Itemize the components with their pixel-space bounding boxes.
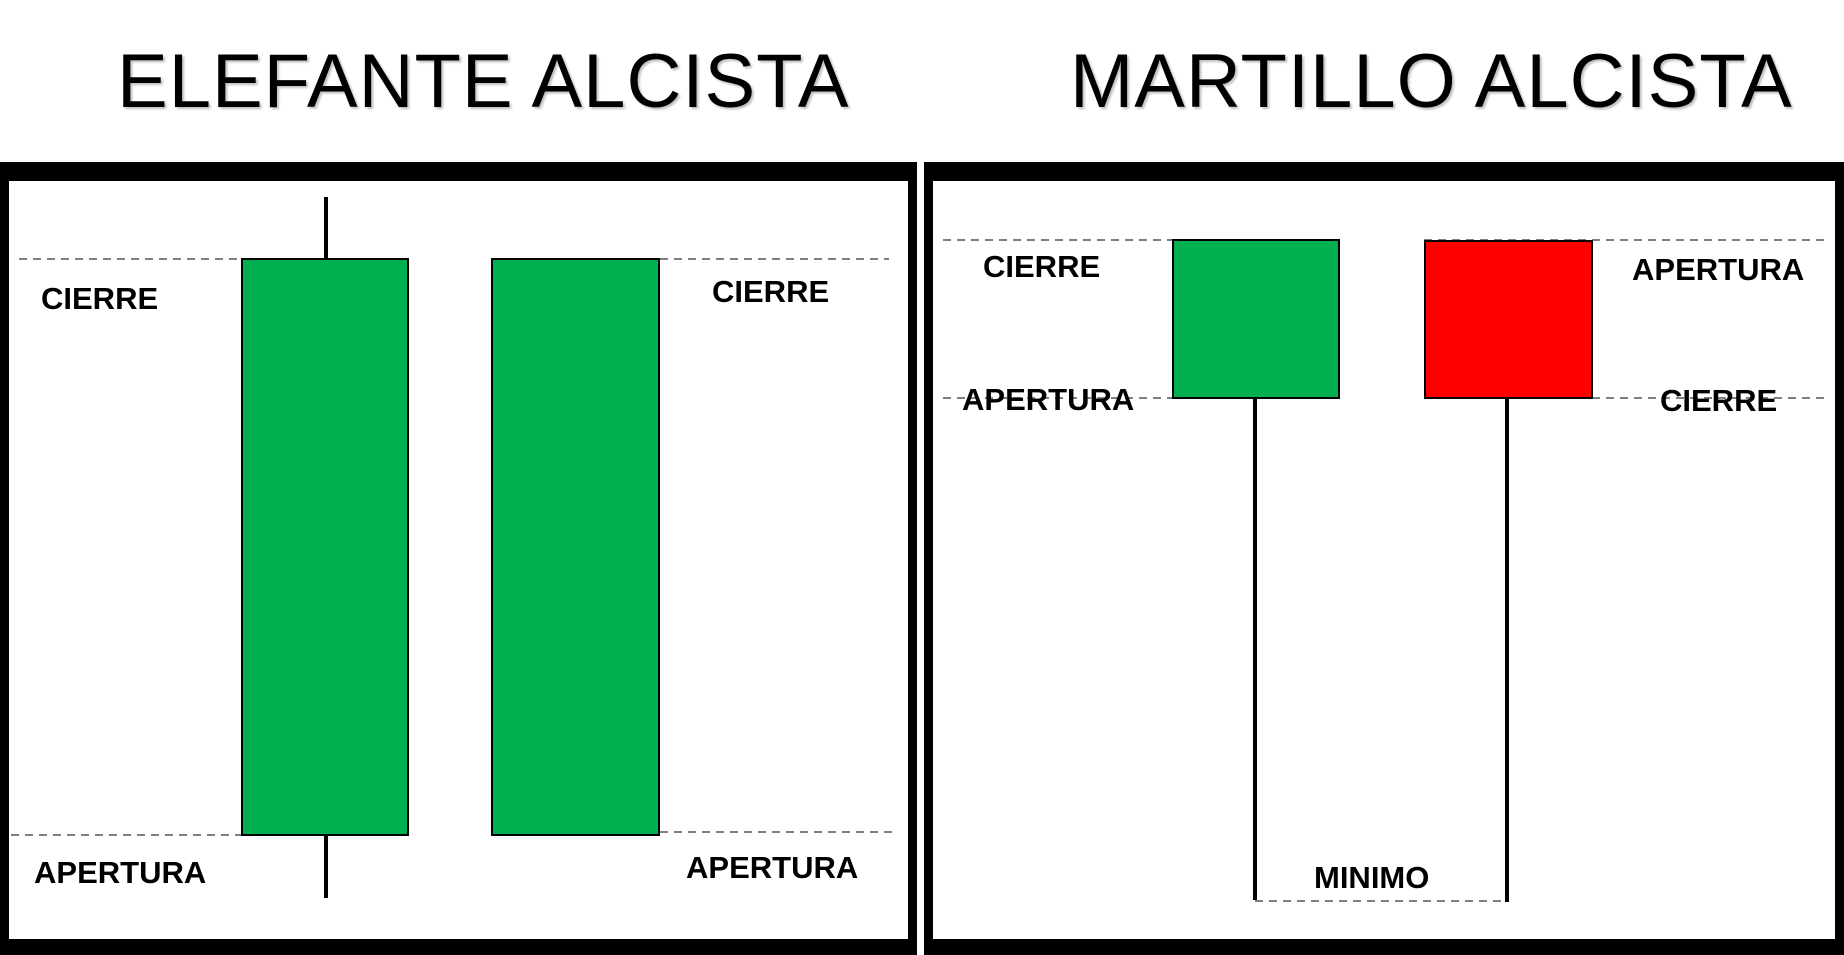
elephant-panel: CIERRE APERTURA CIERRE APERTURA (0, 162, 917, 955)
candle-1-body (241, 258, 409, 836)
hammer-2-body (1424, 240, 1593, 399)
hammer-panel: CIERRE APERTURA APERTURA CIERRE MINIMO (924, 162, 1844, 955)
title-elefante-alcista: ELEFANTE ALCISTA (117, 39, 850, 124)
hammer-diagram: CIERRE APERTURA APERTURA CIERRE MINIMO (943, 239, 1828, 902)
label-apertura-right: APERTURA (1632, 252, 1804, 287)
hammer-1-body (1172, 239, 1340, 399)
label-apertura-left: APERTURA (34, 855, 206, 890)
label-cierre-left: CIERRE (983, 249, 1100, 284)
title-martillo-alcista: MARTILLO ALCISTA (1070, 39, 1793, 124)
label-minimo: MINIMO (1314, 860, 1429, 895)
label-cierre-right: CIERRE (712, 274, 829, 309)
label-cierre-right: CIERRE (1660, 383, 1777, 418)
candle-2-body (491, 258, 660, 836)
label-cierre-left: CIERRE (41, 281, 158, 316)
elephant-diagram: CIERRE APERTURA CIERRE APERTURA (11, 197, 897, 898)
label-apertura-left: APERTURA (962, 382, 1134, 417)
label-apertura-right: APERTURA (686, 850, 858, 885)
